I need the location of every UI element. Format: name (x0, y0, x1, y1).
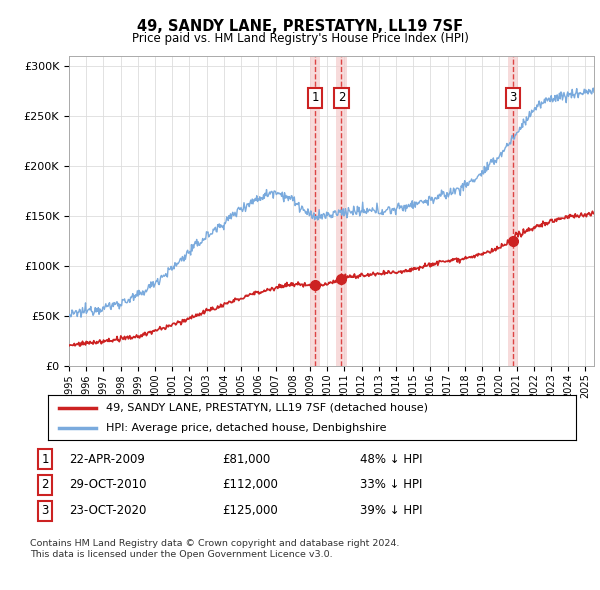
Text: Price paid vs. HM Land Registry's House Price Index (HPI): Price paid vs. HM Land Registry's House … (131, 32, 469, 45)
Text: 22-APR-2009: 22-APR-2009 (69, 453, 145, 466)
Text: 2: 2 (41, 478, 49, 491)
Text: 2: 2 (338, 91, 345, 104)
Bar (310, 56, 320, 366)
Text: HPI: Average price, detached house, Denbighshire: HPI: Average price, detached house, Denb… (106, 424, 386, 434)
Text: 3: 3 (41, 504, 49, 517)
Bar (508, 56, 518, 366)
Text: 29-OCT-2010: 29-OCT-2010 (69, 478, 146, 491)
Text: 1: 1 (41, 453, 49, 466)
Text: 33% ↓ HPI: 33% ↓ HPI (360, 478, 422, 491)
Text: 49, SANDY LANE, PRESTATYN, LL19 7SF (detached house): 49, SANDY LANE, PRESTATYN, LL19 7SF (det… (106, 403, 428, 412)
Text: 3: 3 (509, 91, 517, 104)
Text: £81,000: £81,000 (222, 453, 270, 466)
Text: 23-OCT-2020: 23-OCT-2020 (69, 504, 146, 517)
Text: 49, SANDY LANE, PRESTATYN, LL19 7SF: 49, SANDY LANE, PRESTATYN, LL19 7SF (137, 19, 463, 34)
Bar (337, 56, 347, 366)
Text: £112,000: £112,000 (222, 478, 278, 491)
Text: Contains HM Land Registry data © Crown copyright and database right 2024.: Contains HM Land Registry data © Crown c… (30, 539, 400, 548)
Text: 39% ↓ HPI: 39% ↓ HPI (360, 504, 422, 517)
Text: £125,000: £125,000 (222, 504, 278, 517)
Text: This data is licensed under the Open Government Licence v3.0.: This data is licensed under the Open Gov… (30, 550, 332, 559)
Text: 1: 1 (311, 91, 319, 104)
Text: 48% ↓ HPI: 48% ↓ HPI (360, 453, 422, 466)
